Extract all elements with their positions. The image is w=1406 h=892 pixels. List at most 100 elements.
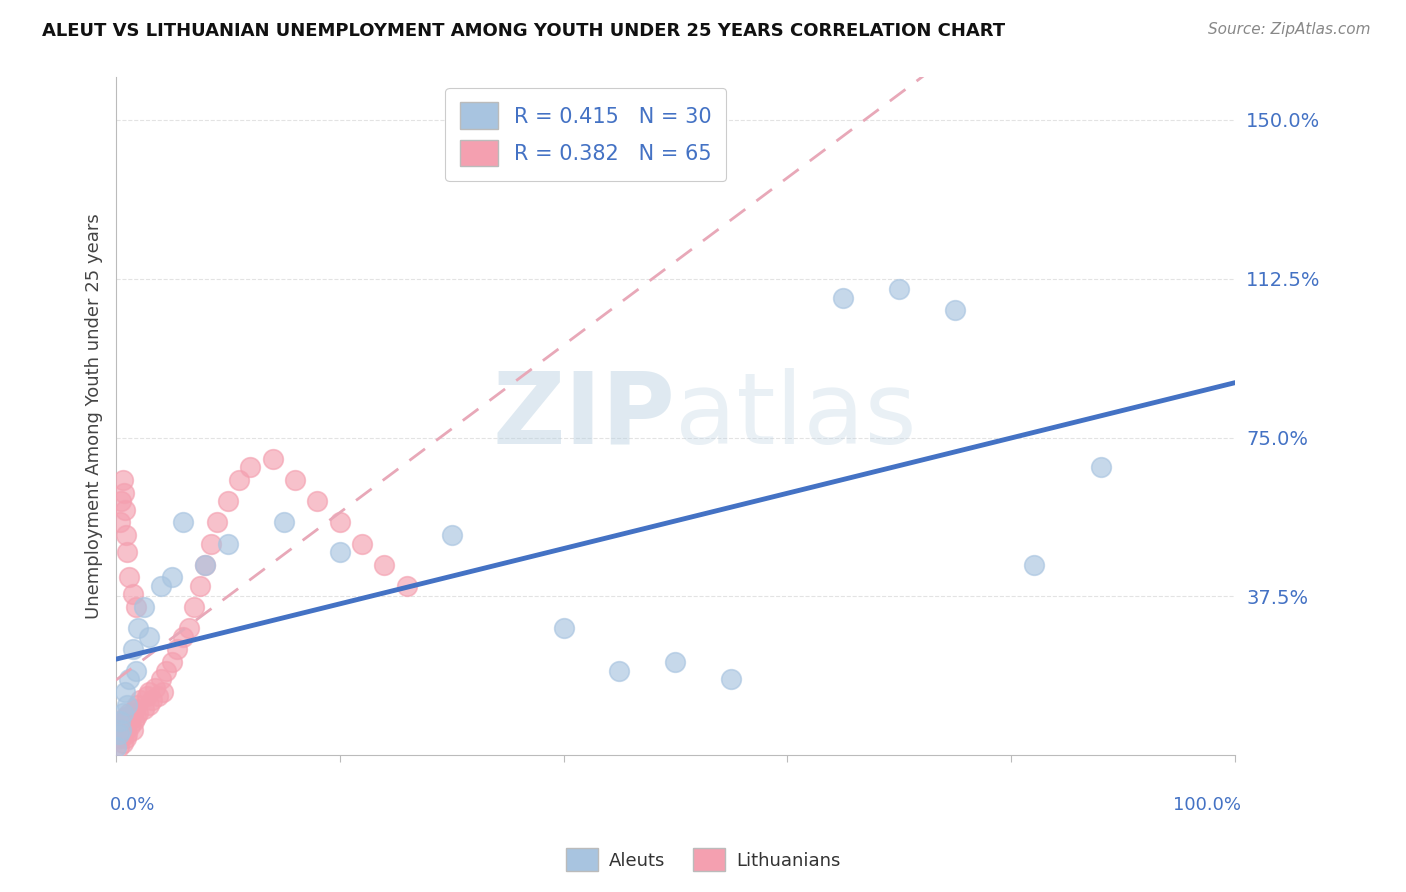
Point: [120, 719, 142, 733]
Point: [194, 558, 217, 572]
Point: [188, 579, 211, 593]
Point: [273, 516, 295, 530]
Point: [194, 558, 217, 572]
Point: [149, 579, 172, 593]
Point: [114, 710, 136, 724]
Point: [110, 723, 132, 737]
Point: [239, 460, 262, 475]
Point: [228, 473, 250, 487]
Text: Source: ZipAtlas.com: Source: ZipAtlas.com: [1208, 22, 1371, 37]
Point: [114, 723, 136, 737]
Point: [148, 689, 170, 703]
Point: [132, 600, 155, 615]
Point: [108, 727, 131, 741]
Point: [329, 545, 352, 559]
Legend: R = 0.415   N = 30, R = 0.382   N = 65: R = 0.415 N = 30, R = 0.382 N = 65: [446, 87, 727, 181]
Point: [127, 698, 149, 712]
Point: [110, 727, 132, 741]
Text: ALEUT VS LITHUANIAN UNEMPLOYMENT AMONG YOUTH UNDER 25 YEARS CORRELATION CHART: ALEUT VS LITHUANIAN UNEMPLOYMENT AMONG Y…: [42, 22, 1005, 40]
Point: [111, 719, 134, 733]
Point: [108, 739, 131, 754]
Point: [125, 710, 148, 724]
Point: [440, 528, 463, 542]
Point: [110, 714, 132, 729]
Point: [111, 736, 134, 750]
Point: [110, 516, 132, 530]
Point: [110, 731, 132, 746]
Point: [160, 570, 183, 584]
Point: [121, 723, 143, 737]
Point: [121, 706, 143, 720]
Point: [127, 706, 149, 720]
Point: [115, 545, 138, 559]
Point: [205, 516, 228, 530]
Point: [138, 685, 160, 699]
Point: [943, 303, 966, 318]
Point: [117, 714, 139, 729]
Point: [115, 710, 138, 724]
Point: [217, 536, 239, 550]
Point: [149, 672, 172, 686]
Point: [112, 714, 135, 729]
Point: [114, 685, 136, 699]
Point: [1090, 460, 1112, 475]
Point: [373, 558, 395, 572]
Point: [832, 291, 855, 305]
Point: [1022, 558, 1045, 572]
Point: [262, 451, 284, 466]
Point: [114, 502, 136, 516]
Point: [138, 630, 160, 644]
Point: [200, 536, 222, 550]
Point: [121, 710, 143, 724]
Point: [143, 681, 166, 695]
Point: [104, 739, 127, 754]
Point: [307, 494, 329, 508]
Point: [177, 621, 200, 635]
Point: [121, 642, 143, 657]
Point: [155, 664, 177, 678]
Point: [115, 731, 138, 746]
Point: [720, 672, 742, 686]
Text: atlas: atlas: [675, 368, 917, 465]
Point: [152, 685, 174, 699]
Point: [118, 706, 141, 720]
Point: [609, 664, 631, 678]
Point: [115, 727, 138, 741]
Point: [112, 727, 135, 741]
Point: [352, 536, 374, 550]
Point: [129, 693, 152, 707]
Point: [118, 570, 141, 584]
Point: [138, 698, 160, 712]
Point: [217, 494, 239, 508]
Point: [132, 702, 155, 716]
Point: [118, 672, 141, 686]
Point: [166, 642, 188, 657]
Point: [284, 473, 307, 487]
Point: [136, 689, 159, 703]
Point: [127, 621, 149, 635]
Point: [125, 664, 148, 678]
Point: [112, 485, 135, 500]
Point: [110, 723, 132, 737]
Y-axis label: Unemployment Among Youth under 25 years: Unemployment Among Youth under 25 years: [86, 213, 103, 619]
Point: [395, 579, 418, 593]
Point: [111, 706, 134, 720]
Point: [124, 702, 146, 716]
Point: [160, 655, 183, 669]
Point: [115, 719, 138, 733]
Point: [172, 630, 194, 644]
Point: [110, 494, 132, 508]
Point: [115, 528, 138, 542]
Point: [141, 693, 163, 707]
Legend: Aleuts, Lithuanians: Aleuts, Lithuanians: [558, 841, 848, 879]
Point: [115, 698, 138, 712]
Point: [664, 655, 686, 669]
Text: ZIP: ZIP: [492, 368, 675, 465]
Point: [183, 600, 205, 615]
Point: [111, 473, 134, 487]
Point: [553, 621, 575, 635]
Point: [125, 600, 148, 615]
Point: [121, 587, 143, 601]
Point: [172, 516, 194, 530]
Point: [329, 516, 352, 530]
